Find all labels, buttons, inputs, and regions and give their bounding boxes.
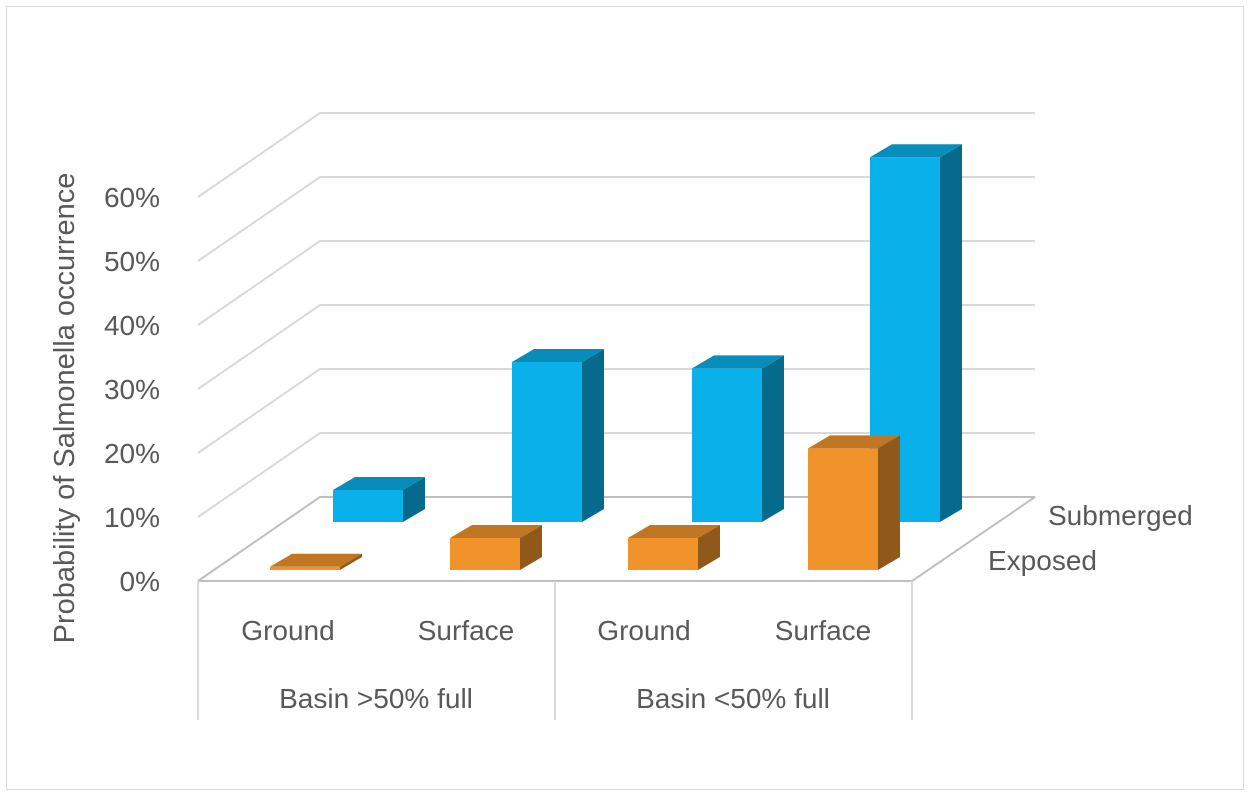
y-tick-labels: 0% 10% 20% 30% 40% 50% 60% (104, 182, 160, 597)
series-label: Exposed (988, 545, 1097, 576)
y-tick-label: 0% (120, 566, 160, 597)
gridline (197, 432, 1035, 518)
bar-side (878, 435, 900, 570)
bar-side (340, 553, 362, 570)
bar-front (692, 368, 762, 522)
bar (512, 349, 604, 522)
bar (628, 525, 720, 570)
chart-frame (6, 6, 1244, 790)
y-tick-label: 10% (104, 502, 160, 533)
series-labels: Exposed Submerged (988, 500, 1193, 576)
bar-top (450, 525, 542, 538)
gridline (197, 368, 1035, 454)
bar-side (698, 525, 720, 570)
y-tick-label: 30% (104, 374, 160, 405)
bar-front (808, 448, 878, 570)
gridline (197, 496, 1035, 582)
gridlines (197, 112, 1036, 582)
x-group-label: Basin >50% full (279, 683, 473, 714)
bar-side (940, 144, 962, 522)
bars (270, 144, 962, 570)
bar-top (692, 355, 784, 369)
x-tick-label: Surface (418, 615, 515, 646)
x-tick-label: Ground (597, 615, 690, 646)
gridline (197, 176, 1035, 262)
bar-top (270, 553, 362, 567)
gridline (197, 240, 1035, 326)
gridline (197, 304, 1035, 390)
bar (808, 435, 900, 570)
bar-front (333, 490, 403, 522)
bar-top (808, 435, 900, 449)
y-axis-title: Probability of Salmonella occurrence (49, 173, 81, 644)
x-tick-label: Surface (775, 615, 872, 646)
bar-top (333, 477, 425, 490)
bar (450, 525, 542, 570)
bar (333, 477, 425, 522)
bar (270, 553, 362, 570)
bar-top (512, 349, 604, 362)
bar-side (520, 525, 542, 570)
gridline (197, 112, 1035, 198)
bar-top (628, 525, 720, 538)
bar-front (270, 566, 340, 570)
y-tick-label: 60% (104, 182, 160, 213)
bar-front (512, 362, 582, 522)
x-tick-label: Ground (241, 615, 334, 646)
x-axis: Ground Surface Ground Surface Basin >50% ful… (197, 581, 913, 720)
bar-side (762, 355, 784, 522)
y-tick-label: 20% (104, 438, 160, 469)
bar-top (870, 144, 962, 158)
x-group-label: Basin <50% full (636, 683, 830, 714)
y-tick-label: 50% (104, 246, 160, 277)
bar-front (450, 538, 520, 570)
series-label: Submerged (1048, 500, 1193, 531)
bar-front (628, 538, 698, 570)
bar-side (582, 349, 604, 522)
y-tick-label: 40% (104, 310, 160, 341)
bar (692, 355, 784, 522)
bar-side (403, 477, 425, 522)
